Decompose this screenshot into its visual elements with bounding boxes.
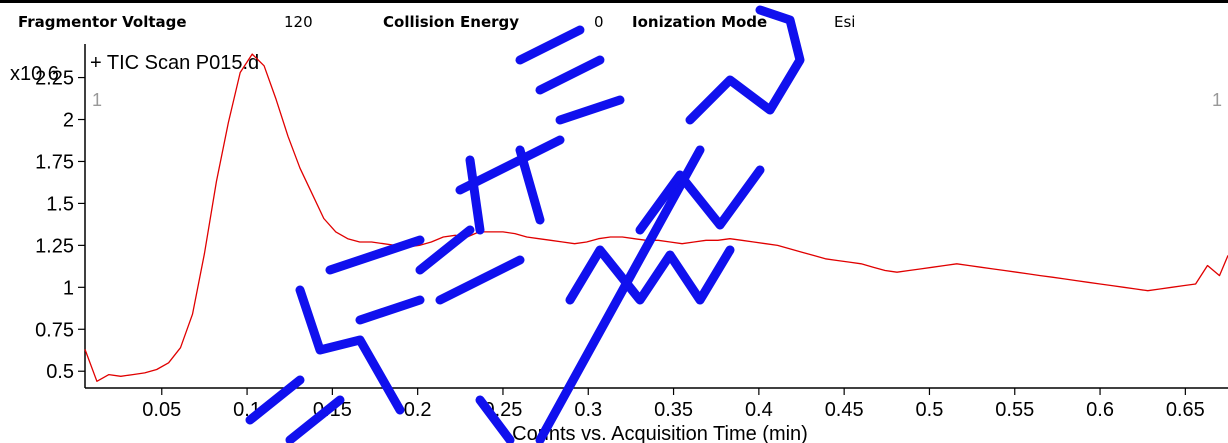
y-tick-label: 2.25 — [35, 68, 74, 90]
x-tick-label: 0.45 — [825, 399, 864, 421]
x-tick-label: 0.5 — [916, 399, 944, 421]
y-tick-label: 0.5 — [46, 361, 74, 383]
peak-marker-right: 1 — [1212, 90, 1222, 110]
x-tick-label: 0.55 — [995, 399, 1034, 421]
collision-energy-label: Collision Energy — [383, 13, 520, 31]
y-ticks: 0.5 0.75 1 1.25 1.5 1.75 2 2.25 — [35, 68, 85, 383]
y-multiplier-label: x10 6 — [10, 63, 59, 85]
y-tick-label: 2 — [63, 110, 74, 132]
x-tick-label: 0.3 — [574, 399, 602, 421]
x-tick-label: 0.35 — [654, 399, 693, 421]
collision-energy-value: 0 — [594, 13, 604, 31]
y-tick-label: 1 — [63, 277, 74, 299]
x-tick-label: 0.25 — [483, 399, 522, 421]
y-tick-label: 1.75 — [35, 151, 74, 173]
peak-marker-left: 1 — [92, 90, 102, 110]
chart-title: + TIC Scan P015.d — [90, 52, 259, 74]
x-tick-label: 0.65 — [1166, 399, 1205, 421]
x-ticks: 0.05 0.1 0.15 0.2 0.25 0.3 0.35 0.4 0.45 0.5 0.55 0… — [142, 388, 1205, 421]
x-tick-label: 0.1 — [233, 399, 261, 421]
x-tick-label: 0.4 — [745, 399, 773, 421]
fragmentor-voltage-label: Fragmentor Voltage — [18, 13, 187, 31]
y-tick-label: 0.75 — [35, 319, 74, 341]
tic-series-line — [84, 53, 1228, 382]
x-axis-label: Counts vs. Acquisition Time (min) — [512, 423, 808, 443]
ionization-mode-value: Esi — [834, 13, 856, 31]
x-tick-label: 0.6 — [1086, 399, 1114, 421]
fragmentor-voltage-value: 120 — [284, 13, 313, 31]
x-tick-label: 0.15 — [313, 399, 352, 421]
y-tick-label: 1.25 — [35, 235, 74, 257]
y-tick-label: 1.5 — [46, 193, 74, 215]
x-tick-label: 0.2 — [404, 399, 432, 421]
x-tick-label: 0.05 — [142, 399, 181, 421]
chart-axes — [84, 44, 1228, 389]
